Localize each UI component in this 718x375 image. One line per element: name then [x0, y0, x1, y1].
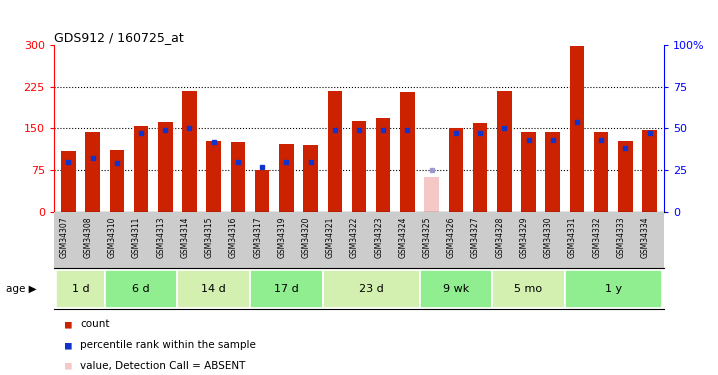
Bar: [400, 92, 415, 212]
Bar: [303, 145, 318, 212]
Bar: [255, 170, 269, 212]
Bar: [56, 270, 105, 308]
Text: 14 d: 14 d: [201, 284, 226, 294]
Text: value, Detection Call = ABSENT: value, Detection Call = ABSENT: [80, 361, 246, 370]
Bar: [569, 46, 584, 212]
Bar: [546, 132, 560, 212]
Text: GSM34322: GSM34322: [350, 216, 359, 258]
Text: count: count: [80, 320, 110, 329]
Text: GSM34328: GSM34328: [495, 216, 504, 258]
Text: 17 d: 17 d: [274, 284, 299, 294]
Bar: [207, 141, 221, 212]
Bar: [473, 123, 488, 212]
Bar: [419, 270, 493, 308]
Bar: [85, 132, 100, 212]
Bar: [449, 128, 463, 212]
Text: percentile rank within the sample: percentile rank within the sample: [80, 340, 256, 350]
Bar: [376, 118, 391, 212]
Text: GSM34324: GSM34324: [398, 216, 407, 258]
Bar: [158, 122, 172, 212]
Text: GSM34310: GSM34310: [108, 216, 117, 258]
Bar: [177, 270, 250, 308]
Bar: [643, 129, 657, 212]
Text: GSM34316: GSM34316: [229, 216, 238, 258]
Bar: [61, 151, 75, 212]
Text: GDS912 / 160725_at: GDS912 / 160725_at: [54, 31, 184, 44]
Bar: [352, 121, 366, 212]
Bar: [105, 270, 177, 308]
Text: GSM34313: GSM34313: [157, 216, 165, 258]
Bar: [497, 91, 511, 212]
Bar: [182, 91, 197, 212]
Text: GSM34325: GSM34325: [423, 216, 432, 258]
Bar: [322, 270, 419, 308]
Text: 1 d: 1 d: [72, 284, 89, 294]
Text: GSM34327: GSM34327: [471, 216, 480, 258]
Text: GSM34321: GSM34321: [326, 216, 335, 258]
Text: GSM34320: GSM34320: [302, 216, 311, 258]
Text: GSM34329: GSM34329: [520, 216, 528, 258]
Text: GSM34330: GSM34330: [544, 216, 553, 258]
Text: GSM34333: GSM34333: [616, 216, 625, 258]
Text: GSM34332: GSM34332: [592, 216, 601, 258]
Bar: [521, 132, 536, 212]
Text: ■: ■: [65, 340, 71, 350]
Text: age ▶: age ▶: [6, 284, 37, 294]
Text: ■: ■: [65, 320, 71, 329]
Bar: [565, 270, 662, 308]
Text: 1 y: 1 y: [605, 284, 622, 294]
Text: ■: ■: [65, 361, 71, 370]
Bar: [230, 142, 245, 212]
Bar: [493, 270, 565, 308]
Bar: [594, 132, 608, 212]
Text: GSM34326: GSM34326: [447, 216, 456, 258]
Bar: [110, 150, 124, 212]
Bar: [618, 141, 633, 212]
Text: 9 wk: 9 wk: [443, 284, 469, 294]
Text: GSM34311: GSM34311: [132, 216, 141, 258]
Bar: [134, 126, 149, 212]
Text: 23 d: 23 d: [359, 284, 383, 294]
Text: GSM34315: GSM34315: [205, 216, 214, 258]
Text: GSM34307: GSM34307: [60, 216, 68, 258]
Text: 6 d: 6 d: [132, 284, 150, 294]
Text: GSM34323: GSM34323: [374, 216, 383, 258]
Text: 5 mo: 5 mo: [515, 284, 543, 294]
Bar: [250, 270, 322, 308]
Text: GSM34331: GSM34331: [568, 216, 577, 258]
Bar: [424, 177, 439, 212]
Text: GSM34319: GSM34319: [277, 216, 286, 258]
Bar: [279, 144, 294, 212]
Text: GSM34308: GSM34308: [83, 216, 93, 258]
Bar: [327, 91, 342, 212]
Text: GSM34334: GSM34334: [640, 216, 650, 258]
Text: GSM34317: GSM34317: [253, 216, 262, 258]
Text: GSM34314: GSM34314: [180, 216, 190, 258]
